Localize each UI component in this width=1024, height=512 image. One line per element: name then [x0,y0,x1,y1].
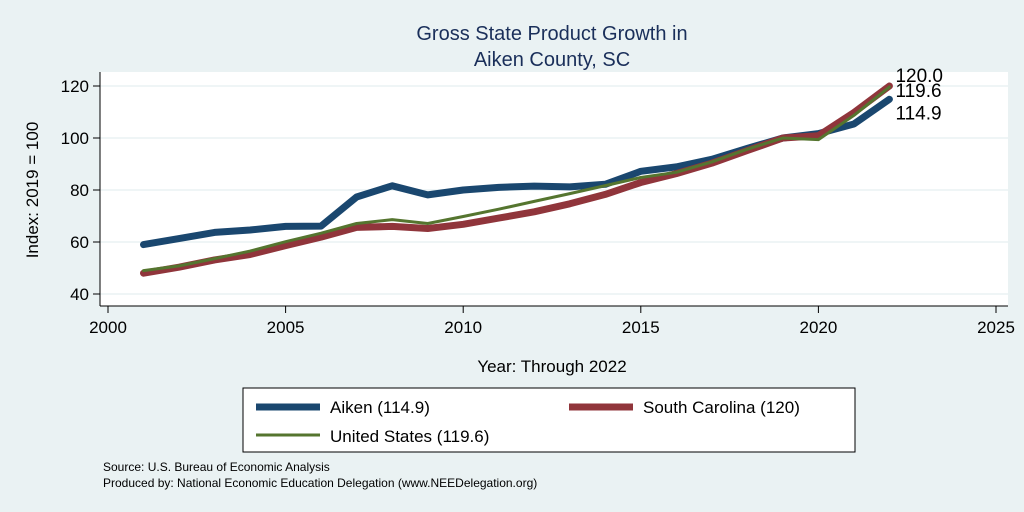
x-tick-label-2010: 2010 [444,318,482,337]
x-axis-title: Year: Through 2022 [477,357,626,376]
legend-label-united-states: United States (119.6) [330,427,489,446]
chart-title-line-2: Aiken County, SC [474,49,630,71]
end-label-united-states: 119.6 [895,81,941,102]
x-tick-label-2000: 2000 [89,318,127,337]
y-tick-label-80: 80 [70,181,89,200]
y-tick-label-60: 60 [70,233,89,252]
legend-box [242,387,856,453]
chart-title-line-1: Gross State Product Growth in [416,23,687,45]
legend-label-south-carolina: South Carolina (120) [643,398,800,417]
y-axis-title: Index: 2019 = 100 [23,122,42,259]
x-tick-label-2015: 2015 [622,318,660,337]
legend-label-aiken: Aiken (114.9) [330,398,430,417]
y-tick-label-100: 100 [61,129,89,148]
end-label-south-carolina: 120.0 [895,66,943,87]
x-tick-label-2025: 2025 [977,318,1015,337]
y-tick-label-40: 40 [70,285,89,304]
produced-by-note: Produced by: National Economic Education… [103,476,537,490]
y-tick-label-120: 120 [61,77,89,96]
axes: 40 60 80 100 120 2000 2005 2010 2015 2020 2025 [61,72,1015,337]
end-label-aiken: 114.9 [895,103,941,124]
source-note: Source: U.S. Bureau of Economic Analysis [103,460,330,474]
x-tick-label-2020: 2020 [799,318,837,337]
series-line-united-states [142,85,891,273]
x-tick-label-2005: 2005 [267,318,305,337]
series-lines [140,82,893,277]
